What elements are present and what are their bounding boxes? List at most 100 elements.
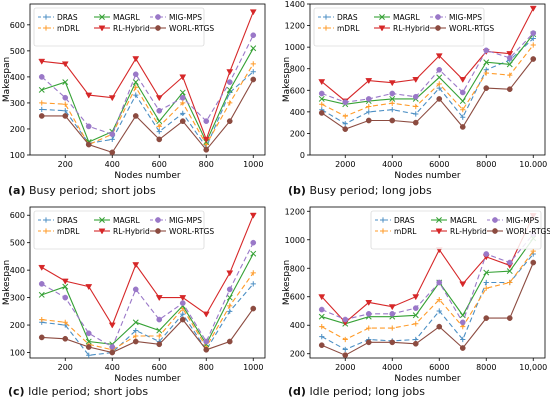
data-point — [412, 93, 419, 100]
data-point — [412, 77, 420, 84]
data-point — [38, 281, 45, 287]
x-tick-label: 4000 — [382, 160, 402, 169]
data-point — [61, 61, 69, 68]
data-point — [366, 103, 372, 110]
data-point — [156, 107, 163, 114]
data-point — [203, 346, 210, 353]
data-point — [389, 325, 395, 331]
y-tick-label: 200 — [10, 125, 25, 134]
series-line — [41, 79, 254, 154]
y-tick-label: 1200 — [285, 22, 305, 31]
data-point — [530, 35, 536, 42]
legend-marker — [43, 228, 49, 234]
data-point — [132, 286, 139, 293]
data-point — [108, 322, 116, 329]
data-point — [250, 61, 256, 67]
series-line — [41, 63, 254, 146]
series-MAGRL — [318, 235, 537, 327]
data-point — [202, 311, 210, 318]
data-point — [203, 118, 210, 125]
data-point — [388, 304, 396, 311]
legend-label: MIG-MPS — [506, 216, 539, 225]
data-point — [530, 248, 536, 254]
series-line — [41, 242, 254, 348]
legend-marker — [155, 228, 161, 234]
series-MAGRL — [38, 250, 257, 348]
data-point — [156, 118, 163, 125]
x-tick-label: 1000 — [243, 160, 263, 169]
series-line — [41, 214, 254, 327]
data-point — [342, 352, 349, 359]
legend: DRAS mDRL MAGRL RL-Hybrid MIG-MPS WORL-RTGS — [313, 7, 494, 47]
data-point — [202, 136, 210, 143]
legend-label: WORL-RTGS — [506, 227, 550, 236]
legend-marker — [98, 25, 106, 32]
data-point — [179, 118, 186, 125]
series-WORL-RTGS — [318, 259, 537, 359]
data-point — [436, 66, 443, 73]
data-point — [109, 344, 116, 350]
data-point — [366, 109, 372, 115]
data-point — [62, 101, 68, 107]
series-line — [321, 215, 534, 324]
data-point — [507, 72, 513, 78]
data-point — [318, 294, 326, 301]
data-point — [38, 58, 46, 65]
x-tick-label: 600 — [152, 160, 167, 169]
data-point — [179, 295, 187, 302]
data-point — [413, 111, 419, 117]
data-point — [85, 141, 92, 148]
data-point — [133, 84, 139, 90]
data-point — [226, 118, 233, 125]
data-point — [179, 300, 186, 306]
data-point — [132, 338, 139, 345]
data-point — [38, 334, 45, 341]
x-tick-label: 4000 — [382, 363, 402, 372]
data-point — [318, 90, 325, 97]
y-tick-label: 600 — [290, 293, 305, 302]
data-point — [250, 250, 257, 257]
data-point — [226, 294, 233, 301]
series-MIG-MPS — [318, 231, 537, 326]
data-point — [436, 81, 442, 87]
data-point — [388, 80, 396, 87]
series-MIG-MPS — [38, 32, 257, 138]
series-line — [321, 38, 534, 125]
series-WORL-RTGS — [318, 56, 537, 132]
data-point — [483, 85, 490, 91]
data-point — [318, 313, 325, 320]
series-line — [321, 262, 534, 356]
data-point — [389, 117, 396, 124]
data-point — [318, 95, 325, 102]
x-tick-label: 6000 — [429, 363, 449, 372]
legend-label: MAGRL — [113, 216, 140, 225]
y-tick-label: 400 — [10, 73, 25, 82]
legend-marker — [436, 217, 442, 223]
data-point — [39, 316, 45, 323]
legend: DRAS mDRL MAGRL RL-Hybrid MIG-MPS WORL-RTGS — [370, 210, 550, 250]
series-MIG-MPS — [38, 239, 257, 350]
data-point — [62, 79, 69, 86]
series-mDRL — [319, 42, 536, 119]
data-point — [389, 107, 395, 113]
y-tick-label: 100 — [10, 349, 25, 358]
legend-marker — [323, 14, 329, 20]
legend-label: MAGRL — [450, 216, 477, 225]
data-point — [413, 103, 419, 110]
y-tick-label: 300 — [10, 294, 25, 303]
y-axis-label: Makespan — [282, 260, 292, 305]
legend-label: WORL-RTGS — [449, 24, 494, 33]
data-point — [155, 295, 163, 302]
data-point — [435, 53, 443, 60]
x-tick-label: 6000 — [429, 160, 449, 169]
data-point — [506, 51, 514, 58]
data-point — [506, 268, 513, 275]
data-point — [250, 239, 257, 246]
chart-panel-2: 100 200 300 400 500 600 200 400 600 800 1000 Nodes … — [2, 206, 266, 384]
data-point — [483, 269, 490, 276]
data-point — [412, 119, 419, 126]
data-point — [365, 117, 372, 124]
chart-panel-0: 100 200 300 400 500 600 200 400 600 800 1000 Nodes … — [2, 3, 266, 181]
data-point — [342, 336, 348, 343]
